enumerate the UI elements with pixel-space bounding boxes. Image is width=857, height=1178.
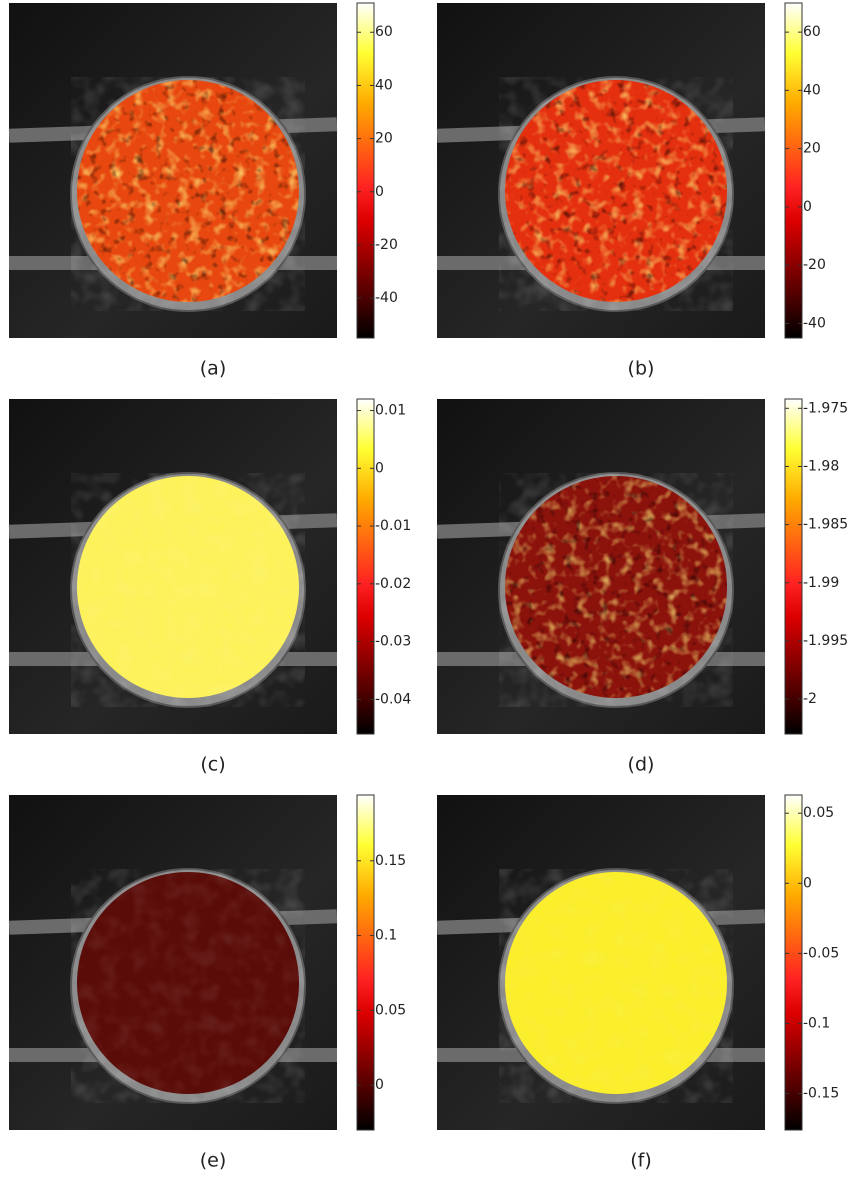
colorbar [356, 794, 375, 1131]
colorbar-tick-label: -1.985 [803, 517, 848, 533]
panel: 60 40 20 0 -20 -40 (b) [436, 2, 826, 380]
colorbar-tick-label: -1.995 [803, 633, 848, 649]
colorbar [356, 398, 375, 735]
colorbar-tick-label: 0.01 [375, 403, 406, 419]
field-texture [505, 80, 727, 302]
caption: (f) [630, 1150, 652, 1172]
caption: (b) [628, 358, 655, 380]
panel: 0.01 0 -0.01 -0.02 -0.03 -0.04 (c) [8, 398, 411, 776]
panel: 0.05 0 -0.05 -0.1 -0.15 (f) [436, 794, 839, 1172]
colorbar [784, 2, 803, 339]
colorbar-tick-label: -0.03 [375, 634, 411, 650]
field-texture [505, 476, 727, 698]
colorbar-tick-label: -0.02 [375, 576, 411, 592]
colorbar-tick-label: -2 [803, 691, 817, 707]
field-texture [77, 872, 299, 1094]
colorbar-tick-label: 0.15 [375, 853, 406, 869]
caption: (e) [200, 1150, 227, 1172]
colorbar-tick-label: -1.99 [803, 575, 839, 591]
colorbar-tick-label: -1.975 [803, 400, 848, 416]
colorbar-tick-label: 40 [375, 77, 393, 93]
colorbar [356, 2, 375, 339]
colorbar-tick-label: 0.05 [803, 805, 834, 821]
panel: -1.975 -1.98 -1.985 -1.99 -1.995 -2 (d) [436, 398, 848, 776]
field-texture [77, 476, 299, 698]
caption: (c) [200, 754, 225, 776]
colorbar-tick-label: 0.05 [375, 1002, 406, 1018]
colorbar-tick-label: 0 [375, 1077, 384, 1093]
colorbar [784, 398, 803, 735]
caption: (a) [200, 358, 226, 380]
colorbar-tick-label: 0 [375, 460, 384, 476]
colorbar-tick-label: 60 [375, 24, 393, 40]
colorbar-tick-label: -0.04 [375, 691, 411, 707]
colorbar-tick-label: -20 [375, 237, 398, 253]
colorbar-tick-label: -20 [803, 257, 826, 273]
colorbar-tick-label: 0.1 [375, 928, 397, 944]
colorbar-tick-label: -0.15 [803, 1086, 839, 1102]
colorbar-tick-label: 20 [803, 141, 821, 157]
caption: (d) [628, 754, 655, 776]
colorbar-tick-label: -0.01 [375, 518, 411, 534]
panel: 60 40 20 0 -20 -40 (a) [8, 2, 398, 380]
colorbar [784, 794, 803, 1131]
colorbar-tick-label: -1.98 [803, 458, 839, 474]
field-texture [77, 80, 299, 302]
colorbar-tick-label: 0 [375, 184, 384, 200]
colorbar-tick-label: 40 [803, 82, 821, 98]
colorbar-tick-label: 60 [803, 24, 821, 40]
colorbar-tick-label: -0.1 [803, 1015, 830, 1031]
colorbar-tick-label: 0 [803, 875, 812, 891]
field-texture [505, 872, 727, 1094]
colorbar-tick-label: 0 [803, 199, 812, 215]
panel: 0.15 0.1 0.05 0 (e) [8, 794, 406, 1172]
colorbar-tick-label: -40 [375, 290, 398, 306]
colorbar-tick-label: 20 [375, 131, 393, 147]
colorbar-tick-label: -40 [803, 315, 826, 331]
colorbar-tick-label: -0.05 [803, 945, 839, 961]
